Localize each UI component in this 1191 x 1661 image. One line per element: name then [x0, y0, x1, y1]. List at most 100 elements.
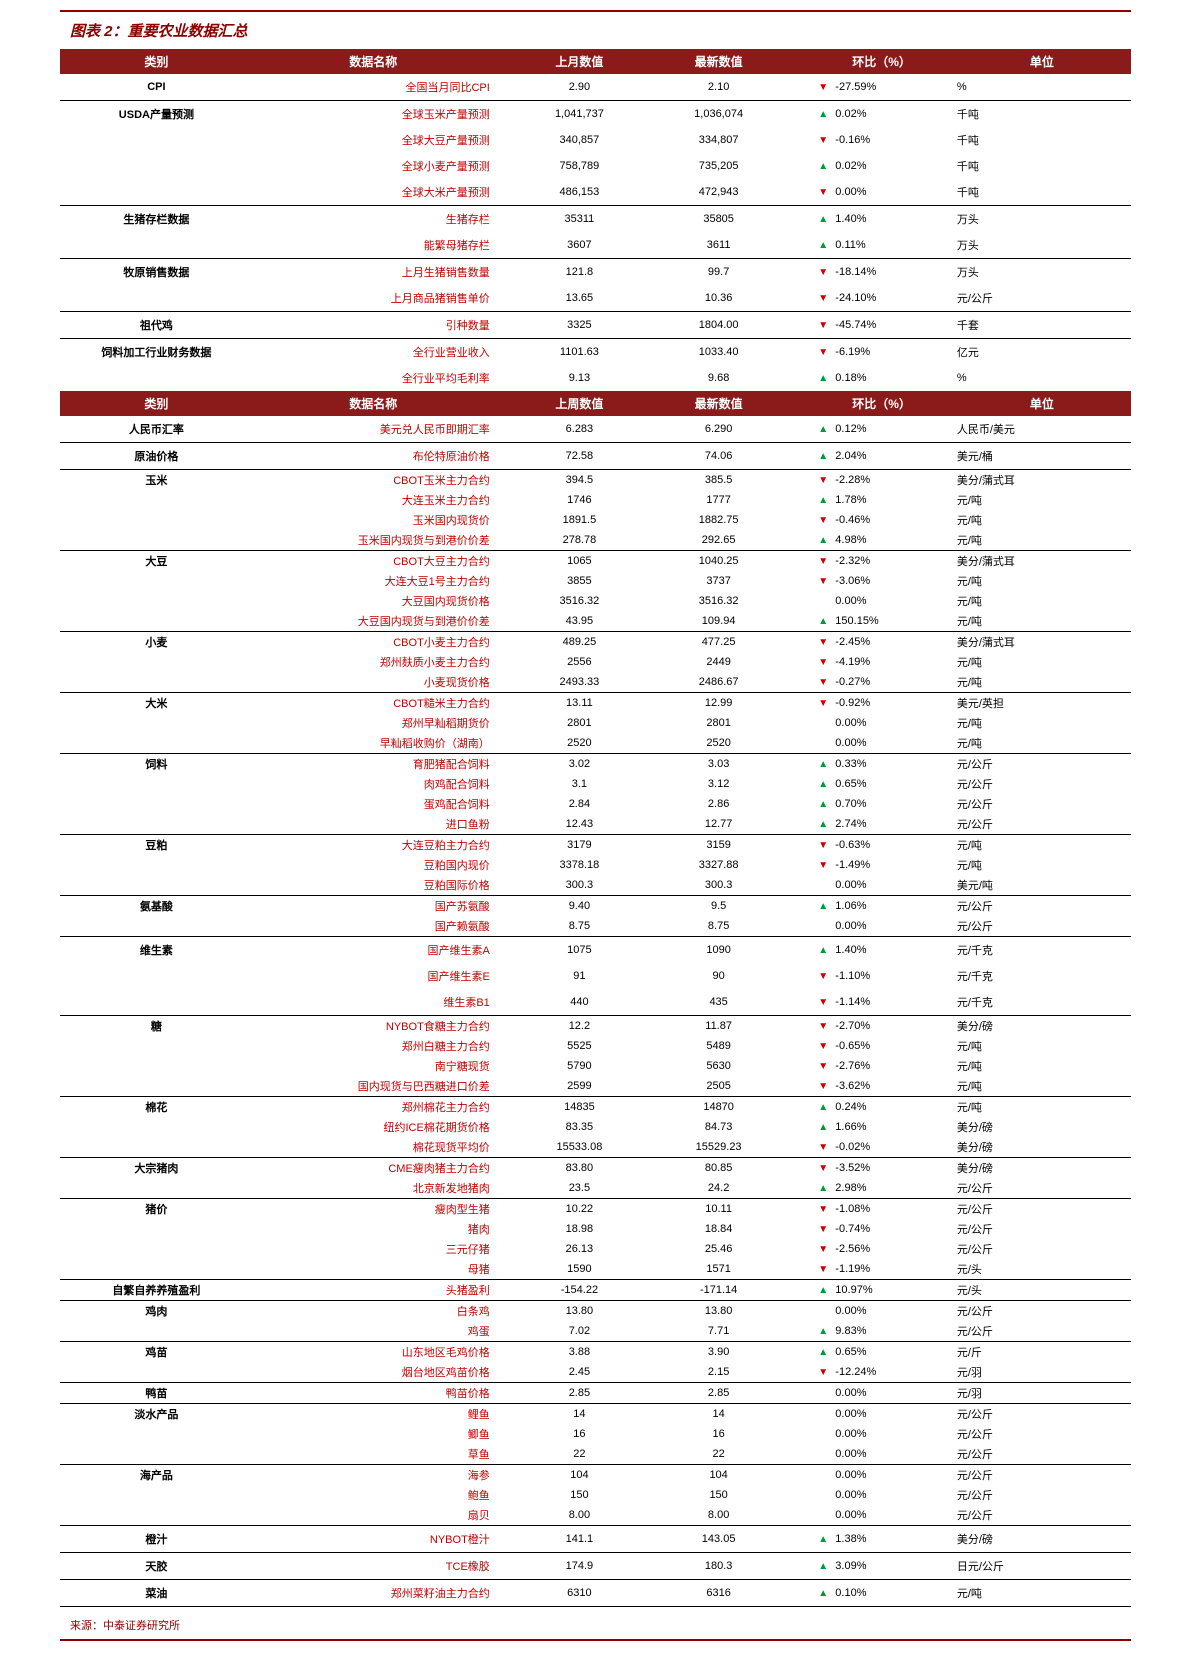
- arrow-down-icon: ▼: [818, 576, 832, 587]
- cell-category: 天胶: [60, 1553, 253, 1580]
- cell-prev-value: 3179: [510, 835, 649, 856]
- cell-category: [60, 530, 253, 551]
- cell-change: ▼ -24.10%: [788, 285, 949, 312]
- table-row: 鸡蛋7.027.71▲ 9.83%元/公斤: [60, 1321, 1131, 1342]
- arrow-down-icon: ▼: [818, 657, 832, 668]
- table-row: 郑州早籼稻期货价28012801 0.00%元/吨: [60, 713, 1131, 733]
- cell-data-name: 蛋鸡配合饲料: [253, 794, 510, 814]
- cell-data-name: 大连豆粕主力合约: [253, 835, 510, 856]
- table-row: 北京新发地猪肉23.524.2▲ 2.98%元/公斤: [60, 1178, 1131, 1199]
- cell-unit: 元/公斤: [949, 1505, 1131, 1526]
- cell-change: ▲ 1.06%: [788, 896, 949, 917]
- cell-data-name: 布伦特原油价格: [253, 443, 510, 470]
- cell-data-name: 鸭苗价格: [253, 1383, 510, 1404]
- cell-change: ▲ 4.98%: [788, 530, 949, 551]
- table-row: 国内现货与巴西糖进口价差25992505▼ -3.62%元/吨: [60, 1076, 1131, 1097]
- cell-data-name: 纽约ICE棉花期货价格: [253, 1117, 510, 1137]
- cell-change: ▲ 1.40%: [788, 937, 949, 964]
- cell-unit: 元/吨: [949, 611, 1131, 632]
- arrow-up-icon: ▲: [818, 424, 832, 435]
- cell-data-name: 郑州白糖主力合约: [253, 1036, 510, 1056]
- cell-new-value: 3.12: [649, 774, 788, 794]
- cell-prev-value: 1891.5: [510, 510, 649, 530]
- cell-unit: 元/吨: [949, 591, 1131, 611]
- cell-prev-value: 758,789: [510, 153, 649, 179]
- cell-prev-value: 3.02: [510, 754, 649, 775]
- cell-category: [60, 814, 253, 835]
- cell-category: 糖: [60, 1016, 253, 1037]
- table-row: 鲍鱼150150 0.00%元/公斤: [60, 1485, 1131, 1505]
- cell-change: 0.00%: [788, 1444, 949, 1465]
- cell-change: 0.00%: [788, 875, 949, 896]
- cell-category: 大豆: [60, 551, 253, 572]
- arrow-down-icon: ▼: [818, 1142, 832, 1153]
- cell-change: ▲ 0.24%: [788, 1097, 949, 1118]
- cell-data-name: 南宁糖现货: [253, 1056, 510, 1076]
- cell-change: 0.00%: [788, 1383, 949, 1404]
- cell-data-name: 大豆国内现货价格: [253, 591, 510, 611]
- cell-change: ▲ 0.33%: [788, 754, 949, 775]
- cell-category: [60, 510, 253, 530]
- cell-data-name: NYBOT食糖主力合约: [253, 1016, 510, 1037]
- col-category: 类别: [60, 49, 253, 74]
- cell-data-name: 引种数量: [253, 312, 510, 339]
- cell-new-value: 180.3: [649, 1553, 788, 1580]
- table-row: 全球大豆产量预测340,857334,807▼ -0.16%千吨: [60, 127, 1131, 153]
- cell-category: 菜油: [60, 1580, 253, 1607]
- arrow-up-icon: ▲: [818, 240, 832, 251]
- cell-unit: 元/吨: [949, 1076, 1131, 1097]
- cell-change: ▲ 150.15%: [788, 611, 949, 632]
- col-data-name: 数据名称: [253, 391, 510, 416]
- cell-new-value: 12.99: [649, 693, 788, 714]
- cell-new-value: 14: [649, 1404, 788, 1425]
- cell-unit: 元/头: [949, 1259, 1131, 1280]
- cell-category: [60, 1076, 253, 1097]
- cell-prev-value: 2.90: [510, 74, 649, 101]
- arrow-up-icon: ▲: [818, 495, 832, 506]
- arrow-up-icon: ▲: [818, 535, 832, 546]
- cell-prev-value: 3516.32: [510, 591, 649, 611]
- cell-prev-value: 5525: [510, 1036, 649, 1056]
- cell-unit: 万头: [949, 232, 1131, 259]
- cell-new-value: 9.68: [649, 365, 788, 391]
- cell-unit: 美分/蒲式耳: [949, 551, 1131, 572]
- table-row: 海产品海参104104 0.00%元/公斤: [60, 1465, 1131, 1486]
- arrow-down-icon: ▼: [818, 840, 832, 851]
- table-row: 维生素B1440435▼ -1.14%元/千克: [60, 989, 1131, 1016]
- cell-category: 鸡苗: [60, 1342, 253, 1363]
- table-row: 国产赖氨酸8.758.75 0.00%元/公斤: [60, 916, 1131, 937]
- table-row: 鸡苗山东地区毛鸡价格3.883.90▲ 0.65%元/斤: [60, 1342, 1131, 1363]
- cell-unit: 美分/磅: [949, 1117, 1131, 1137]
- cell-change: ▼ -4.19%: [788, 652, 949, 672]
- cell-unit: 元/吨: [949, 835, 1131, 856]
- cell-unit: 元/公斤: [949, 1424, 1131, 1444]
- arrow-up-icon: ▲: [818, 1534, 832, 1545]
- cell-data-name: 豆粕国际价格: [253, 875, 510, 896]
- arrow-up-icon: ▲: [818, 1326, 832, 1337]
- cell-prev-value: 104: [510, 1465, 649, 1486]
- cell-prev-value: 2599: [510, 1076, 649, 1097]
- cell-new-value: 11.87: [649, 1016, 788, 1037]
- table-row: 上月商品猪销售单价13.6510.36▼ -24.10%元/公斤: [60, 285, 1131, 312]
- arrow-down-icon: ▼: [818, 293, 832, 304]
- cell-data-name: CBOT小麦主力合约: [253, 632, 510, 653]
- cell-prev-value: 35311: [510, 206, 649, 233]
- cell-prev-value: 12.2: [510, 1016, 649, 1037]
- table-row: 玉米国内现货价1891.51882.75▼ -0.46%元/吨: [60, 510, 1131, 530]
- table-row: 鸡肉白条鸡13.8013.80 0.00%元/公斤: [60, 1301, 1131, 1322]
- cell-unit: 元/吨: [949, 733, 1131, 754]
- cell-unit: 元/公斤: [949, 1199, 1131, 1220]
- cell-unit: 元/公斤: [949, 916, 1131, 937]
- cell-prev-value: 1590: [510, 1259, 649, 1280]
- table-row: 橙汁NYBOT橙汁141.1143.05▲ 1.38%美分/磅: [60, 1526, 1131, 1553]
- cell-category: 淡水产品: [60, 1404, 253, 1425]
- col-new-value: 最新数值: [649, 49, 788, 74]
- table-row: 玉米国内现货与到港价价差278.78292.65▲ 4.98%元/吨: [60, 530, 1131, 551]
- cell-new-value: 3.03: [649, 754, 788, 775]
- cell-change: 0.00%: [788, 733, 949, 754]
- cell-prev-value: 2556: [510, 652, 649, 672]
- table-row: 蛋鸡配合饲料2.842.86▲ 0.70%元/公斤: [60, 794, 1131, 814]
- cell-change: ▲ 0.65%: [788, 774, 949, 794]
- cell-change: 0.00%: [788, 1465, 949, 1486]
- table-row: 自繁自养养殖盈利头猪盈利-154.22-171.14▲ 10.97%元/头: [60, 1280, 1131, 1301]
